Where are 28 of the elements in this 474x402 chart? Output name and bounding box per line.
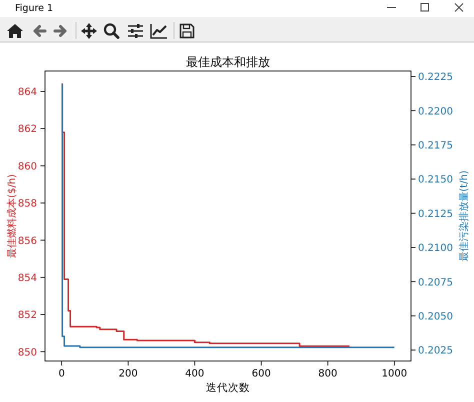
y2-tick-label: 0.2100	[418, 243, 453, 254]
y2-tick-label: 0.2050	[418, 311, 453, 322]
y-tick-label: 858	[18, 198, 37, 210]
y-tick-label: 860	[18, 161, 37, 172]
x-tick-label: 800	[318, 368, 338, 380]
y-tick-label: 850	[18, 347, 37, 358]
x-tick-label: 0	[58, 368, 65, 380]
x-axis-title: 迭代次数	[206, 381, 250, 394]
x-tick-label: 600	[252, 368, 271, 380]
x-tick-label: 200	[118, 368, 138, 380]
y2-tick-label: 0.2075	[418, 277, 453, 288]
y2-tick-label: 0.2200	[418, 106, 453, 118]
y2-tick-label: 0.2225	[418, 72, 453, 84]
y2-tick-label: 0.2125	[418, 208, 453, 220]
y-tick-label: 856	[18, 236, 37, 247]
y2-tick-label: 0.2150	[418, 174, 453, 186]
y-tick-label: 854	[18, 272, 37, 284]
y-tick-label: 852	[18, 310, 37, 322]
y2-tick-label: 0.2025	[418, 346, 453, 357]
caption: Figure 1	[15, 3, 54, 14]
y-tick-label: 864	[18, 87, 37, 98]
y-tick-label: 862	[18, 124, 37, 136]
x-tick-label: 400	[185, 368, 204, 380]
chart-title: 最佳成本和排放	[186, 55, 270, 69]
y2-axis-title: 最佳污染排放量(t/h)	[458, 170, 470, 262]
y-axis-title: 最佳燃料成本($/h)	[6, 174, 18, 258]
y2-tick-label: 0.2175	[418, 140, 453, 152]
x-tick-label: 1000	[382, 368, 408, 380]
